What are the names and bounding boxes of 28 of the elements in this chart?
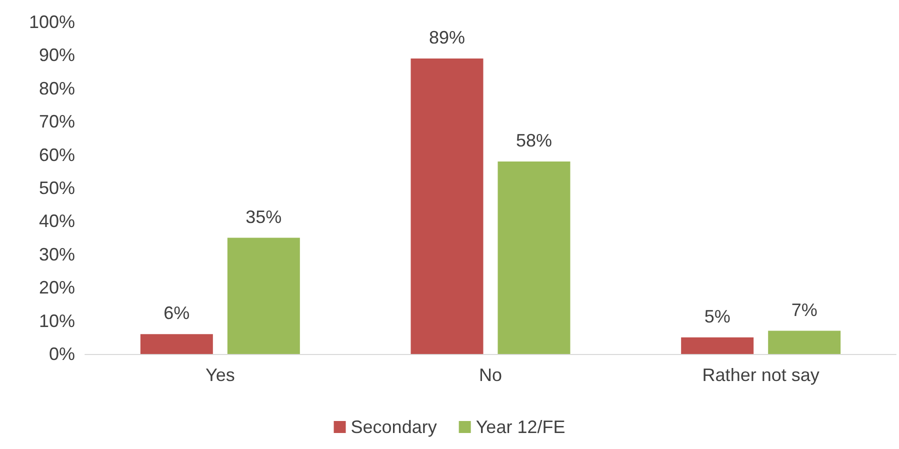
data-label: 7% (791, 300, 818, 320)
y-tick-label: 50% (38, 178, 75, 198)
y-tick-label: 60% (38, 144, 75, 165)
y-tick-label: 10% (38, 310, 75, 331)
legend-label: Year 12/FE (476, 417, 566, 437)
bar (410, 58, 484, 354)
data-label: 5% (704, 306, 730, 326)
y-tick-label: 30% (38, 244, 75, 264)
y-tick-label: 70% (38, 112, 75, 132)
data-label: 6% (164, 303, 190, 324)
y-tick-label: 20% (38, 278, 75, 298)
y-tick-label: 40% (38, 211, 75, 232)
data-label: 35% (246, 206, 282, 227)
x-tick-label: Rather not say (702, 365, 820, 385)
data-label: 89% (428, 28, 466, 48)
x-tick-label: Yes (205, 365, 235, 385)
legend-label: Secondary (350, 417, 437, 437)
bar (681, 337, 754, 354)
y-tick-label: 90% (38, 45, 75, 66)
bar (768, 330, 841, 354)
data-label: 58% (516, 130, 552, 150)
bar (227, 238, 300, 354)
bar (140, 334, 213, 354)
y-tick-label: 100% (28, 12, 75, 32)
y-tick-label: 0% (48, 344, 75, 364)
x-tick-label: No (478, 365, 502, 385)
bar (498, 161, 570, 354)
y-tick-label: 80% (38, 78, 75, 98)
